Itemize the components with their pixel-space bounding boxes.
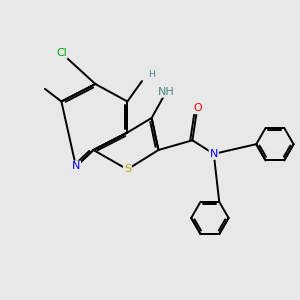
Text: O: O	[193, 103, 202, 113]
Text: H: H	[148, 70, 155, 79]
Text: NH: NH	[158, 87, 175, 97]
Text: Cl: Cl	[56, 48, 67, 58]
Text: N: N	[72, 161, 80, 172]
Text: N: N	[210, 149, 218, 159]
Text: S: S	[124, 164, 131, 174]
